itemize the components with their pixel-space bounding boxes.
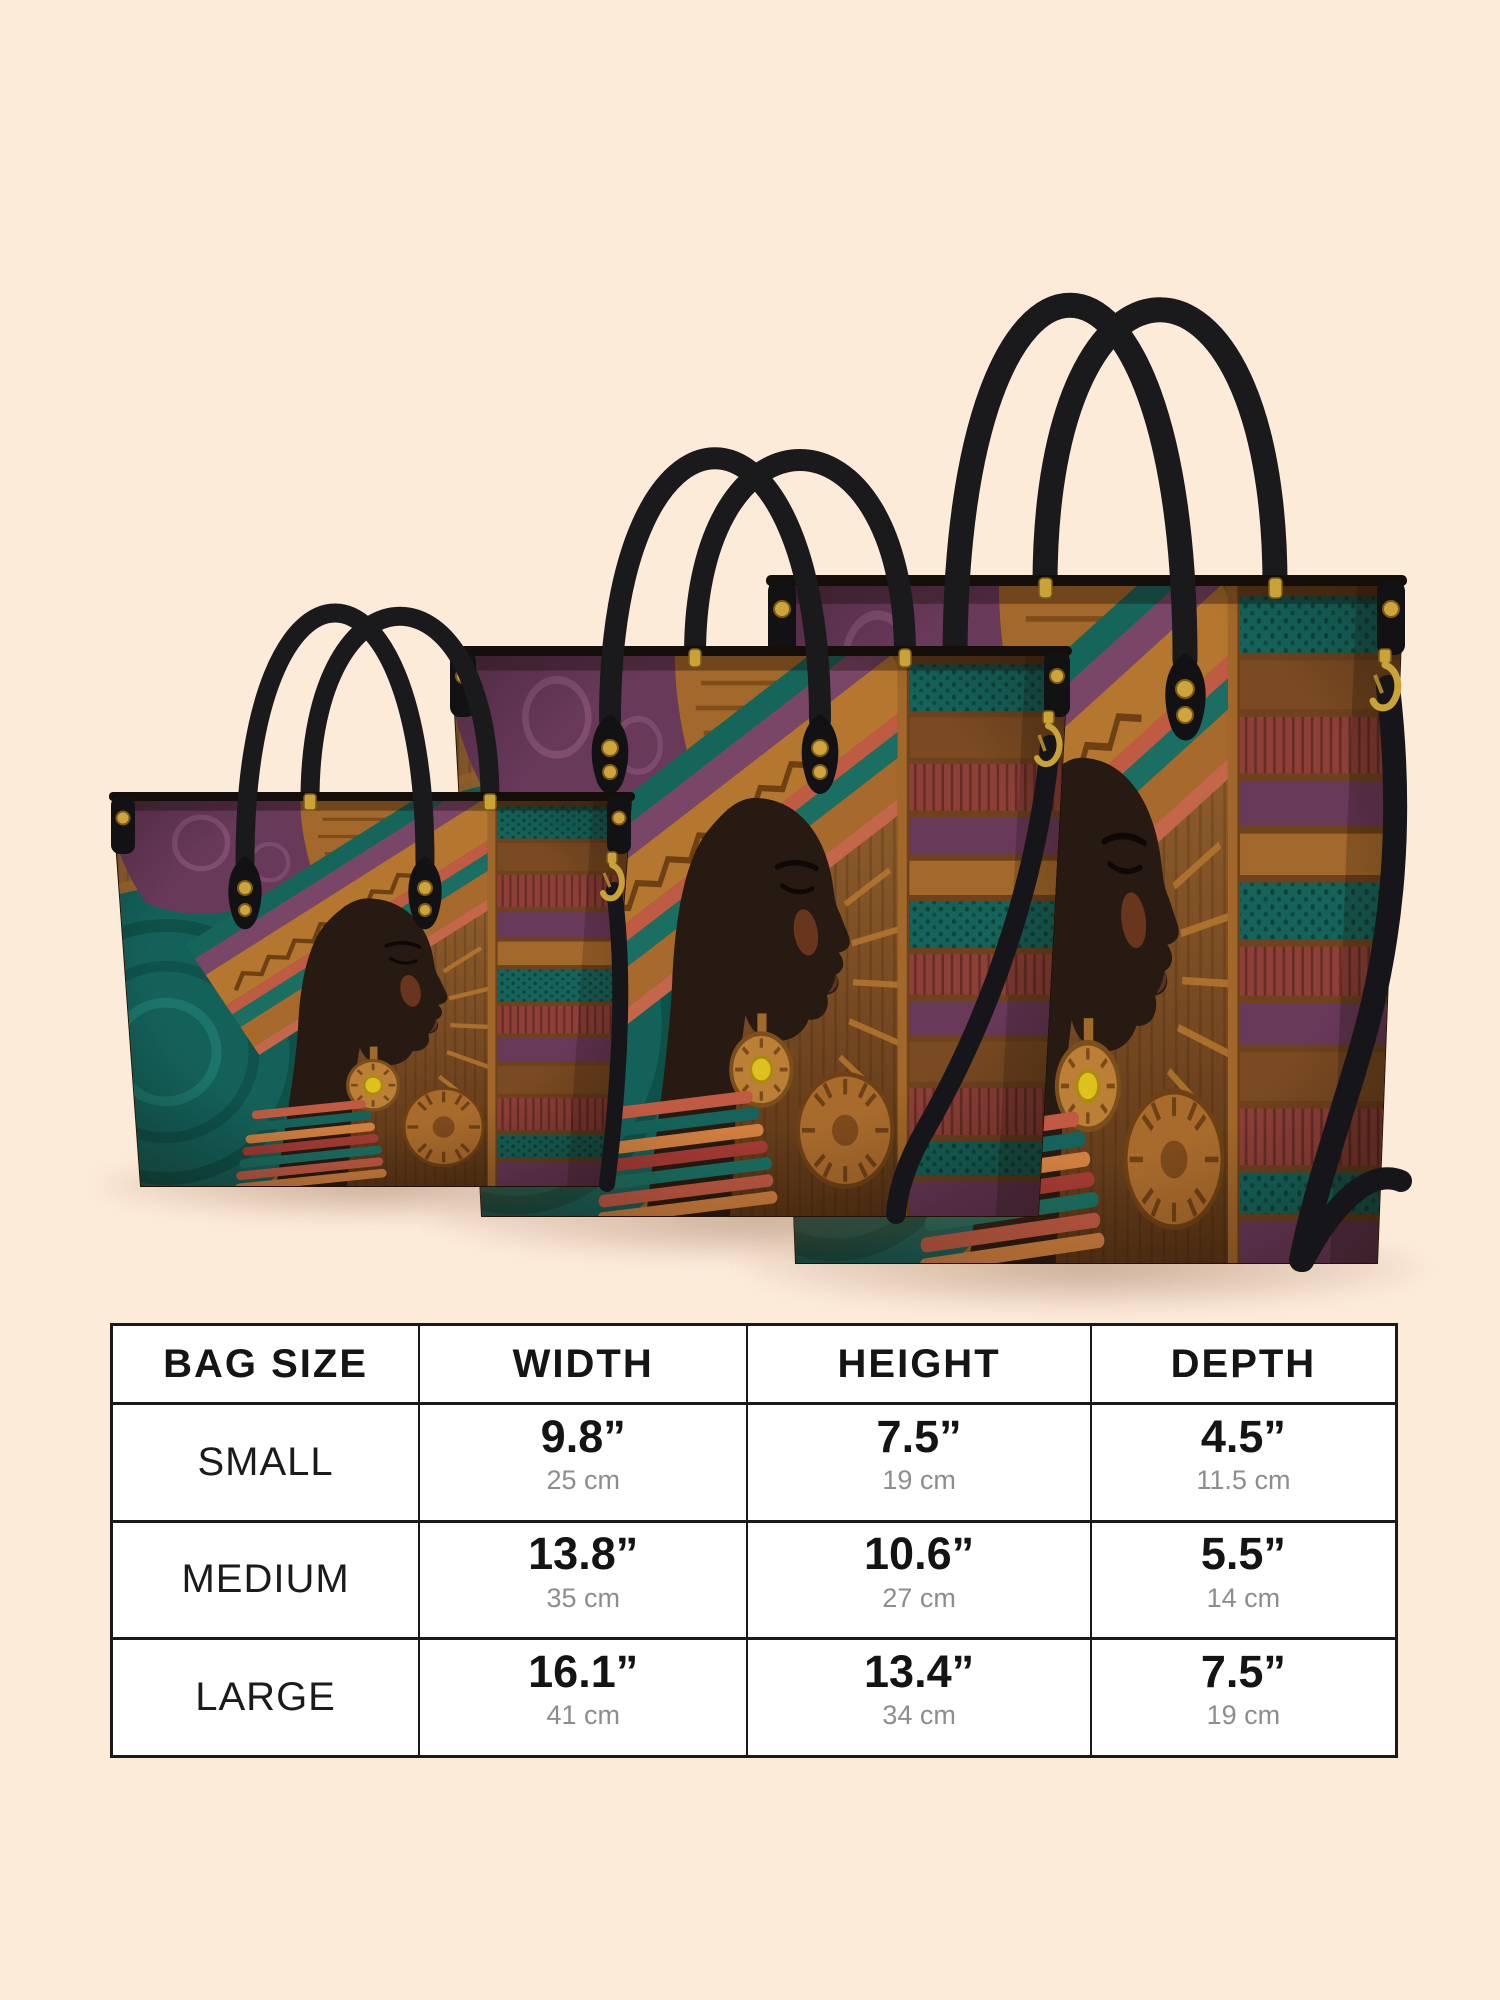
small-depth-cell: 4.5” 11.5 cm (1089, 1402, 1395, 1520)
swivel-clasp-icon (1369, 648, 1402, 712)
handle-tab (801, 714, 839, 794)
corner-tab (111, 796, 631, 854)
handle-tab (408, 856, 442, 930)
large-height-cell: 13.4” 34 cm (746, 1637, 1090, 1755)
bag-rim (766, 575, 1407, 586)
table-header-height: HEIGHT (746, 1326, 1090, 1402)
handle-tab (1165, 653, 1206, 741)
large-depth-cell: 7.5” 19 cm (1089, 1637, 1395, 1755)
bag-handle-front (599, 447, 831, 731)
handle-tab (591, 714, 629, 794)
table-header-depth: DEPTH (1089, 1326, 1395, 1402)
bag-handle-back (300, 606, 500, 810)
d-ring (898, 648, 912, 668)
small-width-cell: 9.8” 25 cm (418, 1402, 747, 1520)
bag-handle-front (235, 603, 435, 872)
table-header-width: WIDTH (418, 1326, 747, 1402)
d-ring (1038, 577, 1053, 599)
d-ring (1268, 577, 1283, 599)
table-header-bag-size: BAG SIZE (113, 1326, 419, 1402)
small-bag-artwork (95, 800, 631, 1186)
shoulder-strap-loop (1292, 1167, 1412, 1272)
d-ring (483, 793, 497, 811)
corner-tab (768, 581, 1405, 655)
swivel-clasp-icon (1034, 710, 1063, 768)
medium-height-cell: 10.6” 27 cm (746, 1519, 1090, 1638)
d-ring (303, 793, 317, 811)
swivel-clasp-icon (600, 851, 625, 902)
d-ring (688, 648, 702, 668)
bag-handle-back (1032, 297, 1288, 598)
medium-depth-cell: 5.5” 14 cm (1089, 1519, 1395, 1638)
shoulder-strap (1289, 675, 1408, 1272)
size-chart-table: BAG SIZE WIDTH HEIGHT DEPTH SMALL 9.8” 2… (110, 1323, 1398, 1758)
row-label-large: LARGE (113, 1637, 419, 1755)
bag-handle-front (942, 293, 1198, 673)
shoulder-strap (886, 735, 1060, 1224)
shoulder-strap (599, 882, 629, 1192)
small-bag (95, 603, 635, 1192)
row-label-medium: MEDIUM (113, 1519, 419, 1638)
bag-rim (109, 792, 635, 801)
row-label-small: SMALL (113, 1402, 419, 1520)
handle-tab (228, 856, 262, 930)
bag-handle-back (684, 449, 916, 666)
medium-width-cell: 13.8” 35 cm (418, 1519, 747, 1638)
small-height-cell: 7.5” 19 cm (746, 1402, 1090, 1520)
large-width-cell: 16.1” 41 cm (418, 1637, 747, 1755)
